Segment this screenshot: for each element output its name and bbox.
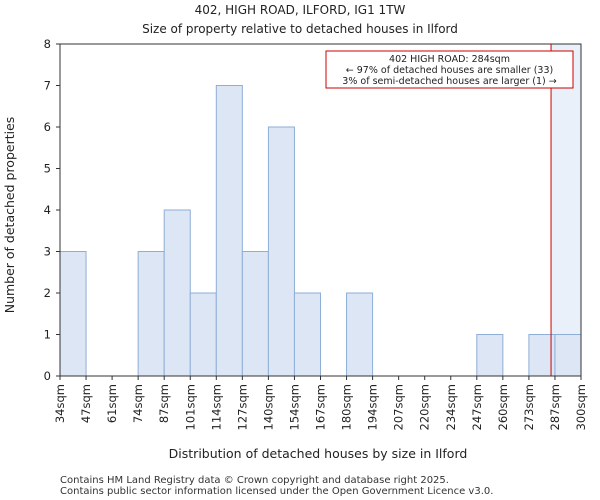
footer-line-2: Contains public sector information licen…: [60, 486, 493, 497]
bar-180sqm: [346, 292, 374, 377]
x-tick-label: 127sqm: [235, 384, 249, 430]
x-tick-label: 300sqm: [574, 384, 588, 430]
annotation-line-2: ← 97% of detached houses are smaller (33…: [346, 65, 553, 76]
x-tick-label: 154sqm: [287, 384, 301, 430]
x-tick-label: 207sqm: [392, 384, 406, 430]
y-tick-label: 7: [44, 79, 51, 93]
x-tick-label: 34sqm: [53, 384, 67, 423]
x-tick-label: 47sqm: [79, 384, 93, 423]
bar-140sqm: [267, 126, 295, 377]
bar-34sqm: [59, 251, 87, 377]
x-tick-label: 101sqm: [183, 384, 197, 430]
y-tick-label: 2: [44, 286, 51, 300]
bar-287sqm: [554, 334, 582, 377]
bar-101sqm: [189, 292, 217, 377]
x-tick-label: 287sqm: [548, 384, 562, 430]
x-tick-label: 194sqm: [366, 384, 380, 430]
x-tick-label: 220sqm: [418, 384, 432, 430]
x-axis-label: Distribution of detached houses by size …: [169, 446, 468, 461]
y-tick-label: 3: [44, 245, 51, 259]
bar-154sqm: [293, 292, 322, 377]
x-axis: 34sqm 47sqm 61sqm 74sqm 87sqm 101sqm 114sqm 127…: [53, 376, 588, 430]
y-tick-label: 8: [44, 37, 51, 51]
x-tick-label: 114sqm: [209, 384, 223, 430]
bar-127sqm: [241, 251, 269, 377]
y-tick-label: 4: [44, 203, 51, 217]
annotation-line-3: 3% of semi-detached houses are larger (1…: [342, 76, 556, 87]
bar-74sqm: [137, 251, 165, 377]
x-tick-label: 87sqm: [157, 384, 171, 423]
x-tick-label: 61sqm: [105, 384, 119, 423]
bar-114sqm: [215, 85, 243, 377]
bar-247sqm: [476, 334, 504, 377]
y-tick-label: 1: [44, 328, 51, 342]
x-tick-label: 247sqm: [470, 384, 484, 430]
x-tick-label: 273sqm: [522, 384, 536, 430]
x-tick-label: 234sqm: [444, 384, 458, 430]
y-tick-label: 5: [44, 162, 51, 176]
annotation-line-1: 402 HIGH ROAD: 284sqm: [389, 54, 510, 65]
annotation-box: 402 HIGH ROAD: 284sqm ← 97% of detached …: [325, 50, 574, 89]
bar-87sqm: [163, 209, 191, 377]
x-tick-label: 74sqm: [131, 384, 145, 423]
footer-line-1: Contains HM Land Registry data © Crown c…: [60, 475, 449, 486]
x-tick-label: 260sqm: [496, 384, 510, 430]
annotation-border: [325, 50, 574, 89]
x-tick-label: 180sqm: [340, 384, 354, 430]
y-axis-label: Number of detached properties: [2, 117, 17, 314]
y-axis: 0 1 2 3 4 5 6 7 8: [44, 37, 60, 383]
chart-title: 402, HIGH ROAD, ILFORD, IG1 1TW: [195, 3, 406, 17]
x-tick-label: 140sqm: [261, 384, 275, 430]
chart-subtitle: Size of property relative to detached ho…: [142, 22, 458, 36]
y-tick-label: 0: [44, 369, 51, 383]
x-tick-label: 167sqm: [314, 384, 328, 430]
larger-region-highlight: [551, 44, 581, 376]
y-tick-label: 6: [44, 120, 51, 134]
bars-group: [59, 85, 582, 377]
